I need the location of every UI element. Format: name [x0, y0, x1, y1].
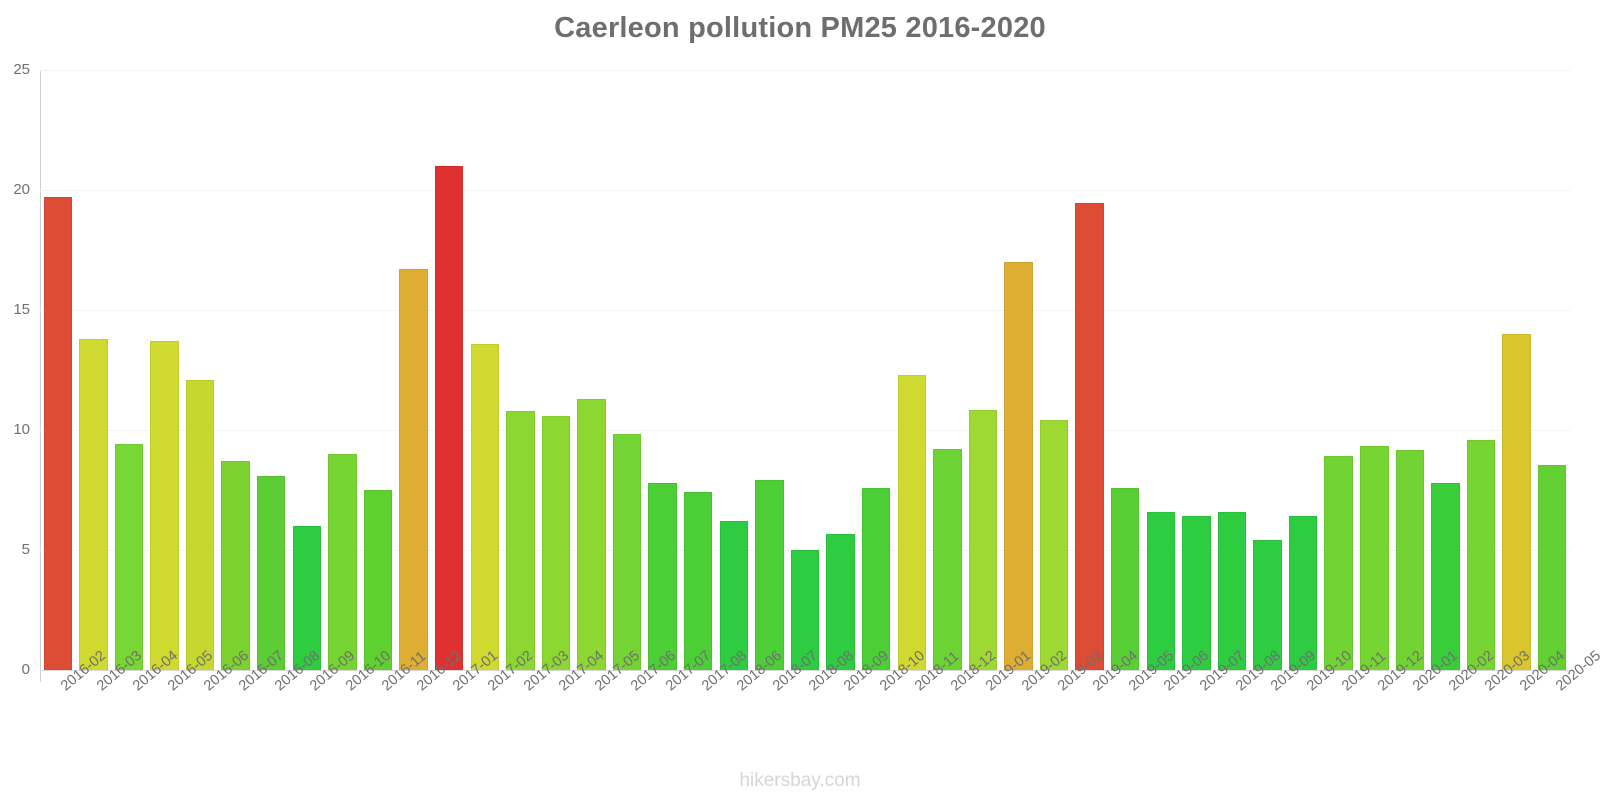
bar[interactable] — [790, 550, 820, 670]
bar[interactable] — [114, 444, 144, 670]
bar[interactable] — [292, 526, 322, 670]
bar[interactable] — [541, 415, 571, 670]
bar[interactable] — [1039, 420, 1069, 670]
bar[interactable] — [684, 492, 713, 670]
gridline — [40, 70, 1570, 71]
gridline — [40, 670, 1570, 671]
bar[interactable] — [1502, 334, 1531, 670]
bar[interactable] — [719, 521, 749, 670]
bar[interactable] — [185, 379, 215, 670]
bar[interactable] — [1253, 540, 1282, 670]
y-axis-line — [40, 70, 41, 682]
bar[interactable] — [221, 461, 250, 670]
bar[interactable] — [399, 269, 428, 670]
bar[interactable] — [1431, 482, 1460, 670]
bar[interactable] — [648, 482, 677, 670]
bar[interactable] — [1111, 487, 1140, 670]
bar[interactable] — [79, 338, 108, 670]
bar[interactable] — [897, 374, 926, 670]
y-tick-label: 20 — [13, 181, 30, 198]
y-tick-label: 15 — [13, 301, 30, 318]
bar[interactable] — [43, 197, 72, 670]
y-tick-label: 5 — [21, 541, 30, 558]
bar[interactable] — [1146, 511, 1176, 670]
bar[interactable] — [257, 475, 286, 670]
gridline — [40, 430, 1570, 431]
bar[interactable] — [612, 433, 642, 670]
y-tick-label: 0 — [21, 661, 30, 678]
plot-area — [40, 70, 1570, 671]
bar[interactable] — [1537, 464, 1567, 670]
bar[interactable] — [968, 409, 998, 670]
source-watermark: hikersbay.com — [739, 770, 861, 791]
bar[interactable] — [470, 343, 499, 670]
bar[interactable] — [506, 410, 535, 670]
chart-title: Caerleon pollution PM25 2016-2020 — [554, 12, 1046, 44]
gridline — [40, 310, 1570, 311]
bar[interactable] — [933, 449, 962, 670]
bar[interactable] — [755, 480, 784, 670]
bar[interactable] — [1324, 456, 1353, 670]
bar[interactable] — [1360, 445, 1389, 670]
bar[interactable] — [577, 398, 606, 670]
y-tick-label: 10 — [13, 421, 30, 438]
bar[interactable] — [1466, 439, 1496, 670]
bar[interactable] — [363, 490, 393, 670]
bar[interactable] — [434, 166, 464, 670]
bar[interactable] — [1288, 516, 1318, 670]
bar[interactable] — [826, 534, 855, 670]
y-tick-label: 25 — [13, 61, 30, 78]
bar[interactable] — [150, 341, 179, 670]
bar[interactable] — [861, 487, 891, 670]
bar[interactable] — [328, 454, 357, 670]
bar[interactable] — [1075, 203, 1104, 670]
bar[interactable] — [1395, 450, 1425, 670]
gridline — [40, 190, 1570, 191]
bar[interactable] — [1182, 516, 1211, 670]
bar[interactable] — [1217, 511, 1247, 670]
bar[interactable] — [1004, 262, 1033, 670]
